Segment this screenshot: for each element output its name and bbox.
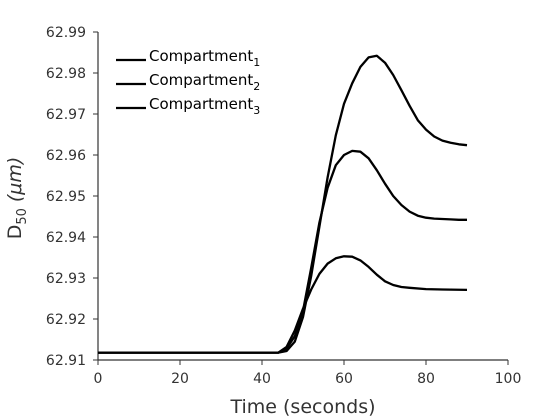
series-line-compartment-2: [98, 149, 467, 354]
y-tick-label: 62.96: [46, 148, 86, 164]
y-axis-label-main: D: [4, 225, 26, 240]
y-tick-label: 62.98: [46, 66, 86, 82]
y-tick-label: 62.92: [46, 312, 86, 328]
x-tick-label: 20: [171, 371, 189, 387]
y-tick-label: 62.95: [46, 189, 86, 205]
x-tick-label: 40: [253, 371, 271, 387]
x-axis-ticks: 0 20 40 60 80 100: [94, 360, 522, 387]
y-tick-label: 62.99: [46, 25, 86, 41]
series-line-compartment-3: [98, 255, 468, 354]
y-tick-label: 62.91: [46, 353, 86, 369]
x-tick-label: 0: [94, 371, 103, 387]
y-axis-label-unit: (μm): [4, 157, 26, 202]
y-axis-label: D50 (μm): [4, 157, 30, 240]
y-tick-label: 62.94: [46, 230, 86, 246]
x-tick-label: 60: [335, 371, 353, 387]
x-tick-label: 100: [495, 371, 522, 387]
x-axis-label: Time (seconds): [229, 396, 375, 418]
legend-entry-1: Compartment1: [149, 47, 260, 69]
series-line-compartment-1: [98, 54, 468, 354]
x-tick-label: 80: [417, 371, 435, 387]
y-tick-label: 62.93: [46, 271, 86, 287]
y-axis-label-sub: 50: [15, 208, 30, 225]
series-lines: [98, 54, 468, 354]
y-axis-ticks: 62.91 62.92 62.93 62.94 62.95 62.96 62.97 62.98…: [46, 25, 98, 369]
legend-entry-3: Compartment3: [149, 95, 260, 117]
y-tick-label: 62.97: [46, 107, 86, 123]
legend-entry-2: Compartment2: [149, 71, 260, 93]
